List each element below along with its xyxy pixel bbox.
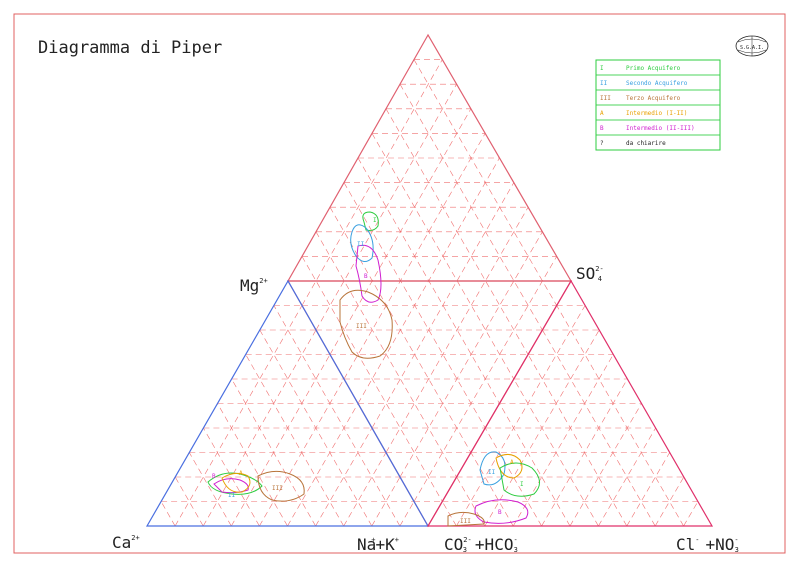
grid-line [399,84,543,331]
grid-line [203,427,260,527]
legend-label: Terzo Acquifero [626,95,681,102]
grid-line [598,427,656,527]
grid-line [315,427,373,527]
zone-label: III [460,518,471,525]
zone-label: III [356,323,367,330]
grid-line [527,354,628,527]
zone-label: II [228,492,236,499]
cation-zones [207,470,305,502]
zone-label: I [520,481,524,488]
grid-line [399,231,543,478]
so4-label: SO2-4 [576,264,604,283]
grid-line [556,305,684,527]
outer-border [13,13,786,554]
grid-line [413,256,557,502]
sgai-logo: S.G.A.I. [735,35,769,57]
grid-line [484,427,542,527]
legend-label: Primo Acquifero [626,65,681,72]
grid-line [174,476,204,527]
grid-line [413,59,557,306]
grid-line [301,256,443,502]
zone-label: III [272,485,283,492]
zone-outline [221,472,251,493]
grid-line [371,182,515,429]
grid-line [542,329,656,527]
zone-outline [350,224,374,262]
ca-label: Ca2+ [112,533,140,552]
zone-label: I [373,217,377,224]
co3-hco3-label: CO2-3 +HCO-3 [444,535,518,554]
grid-line [160,501,176,527]
grid-line [484,329,600,527]
zone-label: II [488,469,496,476]
zone-outline [339,289,393,359]
legend-code: ? [600,140,604,147]
grid-line [217,403,288,527]
grid-line [245,354,344,527]
grid-line [442,501,457,527]
cl-no3-label: Cl- +NO-3 [676,535,739,554]
zone-outline [447,511,485,527]
legend-label: Secondo Acquifero [626,80,688,87]
grid-line [287,403,359,527]
grid-line [385,207,529,453]
grid-line [626,452,670,527]
zone-outline [474,499,529,524]
logo-text: S.G.A.I. [740,45,764,51]
diagram-title: Diagramma di Piper [38,38,222,58]
zone-label: A [239,470,243,477]
zone-outline [257,470,305,502]
zone-outline [499,462,540,497]
grid-line [315,84,457,331]
grid-line [301,59,443,306]
grid-line [499,403,571,527]
legend-code: III [600,95,611,102]
grid-line [569,403,642,527]
legend-label: Intermedio (I-II) [626,110,687,117]
legend-label: da chiarire [626,140,666,147]
zone-outline [362,211,379,231]
zone-outline [495,454,523,479]
zone-label: II [357,241,365,248]
anion-zones [447,451,540,527]
legend-code: A [600,110,604,117]
zone-label: A [510,459,514,466]
mg-label: Mg2+ [240,276,268,295]
grid-line [259,329,373,527]
legend-code: II [600,80,608,87]
zone-outline [355,244,382,303]
zone-label: B [212,473,216,480]
anion-triangle [426,279,714,527]
grid-line [399,501,415,527]
zone-outline [479,451,506,486]
grid-line [683,501,699,527]
legend-label: Intermedio (II-III) [626,125,695,132]
grid-line [174,305,303,527]
grid-line [231,354,331,527]
zone-label: B [364,273,368,280]
grid-line [202,329,317,527]
legend-code: I [600,65,604,72]
legend-code: B [600,125,604,132]
diagram-grid [160,59,699,527]
diamond-zones [339,211,393,359]
zone-label: B [498,509,502,516]
grid-line [456,305,586,527]
axis-labels: Mg2+ SO2-4 Ca2+ Na++K+ CO2-3 +HCO-3 Cl- +N… [112,264,739,554]
grid-line [273,305,401,527]
grid-line [343,452,387,527]
grid-line [315,231,457,478]
legend: I Primo Acquifero II Secondo Acquifero III Te… [595,59,721,151]
cation-triangle [145,279,430,527]
zone-labels: I II III B A B II III II A I B III [212,217,524,525]
zone-outline [213,478,249,494]
na-k-label: Na++K+ [357,535,399,554]
legend-row [595,134,721,151]
grid-line [189,452,232,527]
grid-line [512,354,614,527]
grid-line [654,476,685,527]
grid-line [470,452,514,527]
